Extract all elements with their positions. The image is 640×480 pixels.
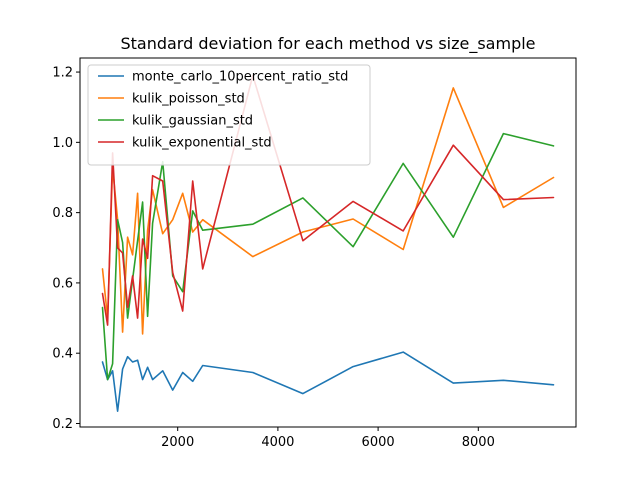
y-tick-label: 0.4 bbox=[52, 347, 73, 362]
x-axis: 2000 4000 6000 8000 bbox=[161, 427, 495, 450]
legend-label: kulik_gaussian_std bbox=[132, 114, 253, 129]
x-tick-label: 6000 bbox=[362, 435, 395, 450]
legend-label: kulik_poisson_std bbox=[132, 92, 245, 107]
x-tick-label: 8000 bbox=[462, 435, 495, 450]
y-tick-label: 1.0 bbox=[52, 136, 73, 151]
y-tick-label: 0.2 bbox=[52, 417, 73, 432]
legend-box bbox=[87, 64, 371, 166]
series-line-kulik_gaussian_std bbox=[101, 132, 555, 381]
y-tick-label: 1.2 bbox=[52, 66, 73, 81]
series-line-monte_carlo_10percent_ratio_std bbox=[101, 351, 555, 413]
x-tick-label: 4000 bbox=[261, 435, 294, 450]
legend: monte_carlo_10percent_ratio_std kulik_poi… bbox=[87, 64, 371, 166]
series-line-kulik_poisson_std bbox=[101, 87, 555, 335]
y-tick-label: 0.8 bbox=[52, 206, 73, 221]
plot-area-frame bbox=[79, 57, 577, 428]
x-tick-label: 2000 bbox=[161, 435, 194, 450]
y-tick-label: 0.6 bbox=[52, 276, 73, 291]
series-line-kulik_exponential_std bbox=[101, 74, 555, 326]
chart-title: Standard deviation for each method vs si… bbox=[120, 34, 535, 54]
legend-label: kulik_exponential_std bbox=[132, 136, 272, 151]
legend-label: monte_carlo_10percent_ratio_std bbox=[132, 70, 348, 85]
y-axis: 0.2 0.4 0.6 0.8 1.0 1.2 bbox=[52, 66, 80, 432]
